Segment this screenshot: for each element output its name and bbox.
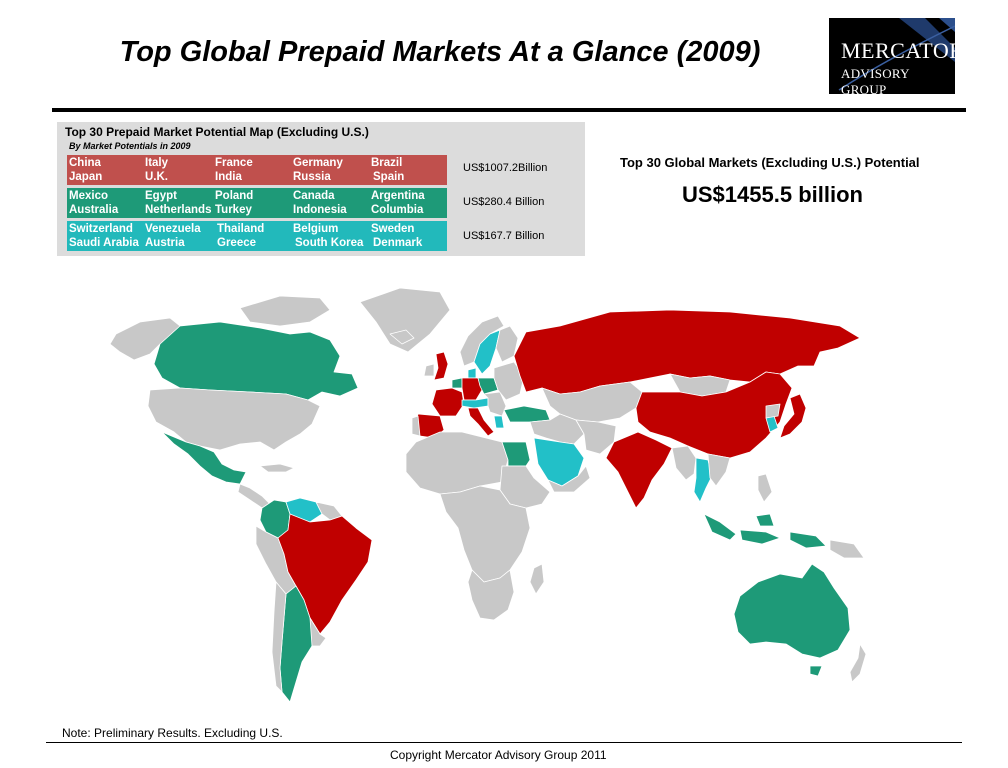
france-region (431, 387, 465, 417)
arctic-islands-region (239, 295, 331, 327)
italy-region (467, 407, 495, 437)
tasmania-region (809, 665, 823, 677)
ireland-region (423, 363, 435, 377)
tier1-country: Japan (69, 171, 103, 183)
tier2-country: Australia (69, 204, 119, 216)
paraguay-region (309, 617, 327, 647)
footer-divider (46, 742, 962, 743)
tier1-country: China (69, 157, 101, 169)
portugal-region (411, 415, 421, 437)
potential-value: US$1455.5 billion (682, 182, 863, 207)
mercator-logo: MERCATOR ADVISORY GROUP (829, 18, 955, 94)
poland-region (477, 377, 499, 395)
logo-swoosh-icon (838, 18, 955, 91)
legend-tier-3: Switzerland Venezuela Thailand Belgium S… (67, 221, 447, 251)
tier1-country: Spain (373, 171, 405, 183)
tier3-country: Thailand (217, 223, 265, 235)
tier2-country: Turkey (215, 204, 252, 216)
uk-region (433, 351, 449, 381)
madagascar-region (529, 563, 545, 595)
tier2-country: Poland (215, 190, 254, 202)
tier2-country: Egypt (145, 190, 177, 202)
logo-line1: MERCATOR (841, 38, 955, 63)
middle-east-region (529, 413, 585, 445)
tier1-country: Brazil (371, 157, 403, 169)
chile-region (271, 581, 287, 693)
tier3-country: South Korea (295, 237, 364, 249)
norway-region (459, 315, 505, 367)
yemen-oman-region (547, 465, 591, 493)
central-africa-region (439, 485, 531, 583)
tier2-amount: US$280.4 Billion (463, 196, 545, 208)
iceland-region (389, 329, 415, 345)
tier1-country: India (215, 171, 242, 183)
tier3-country: Sweden (371, 223, 415, 235)
australia-region (733, 563, 851, 659)
central-america-region (237, 483, 271, 509)
page-title: Top Global Prepaid Markets At a Glance (… (119, 36, 761, 68)
footnote: Note: Preliminary Results. Excluding U.S… (62, 726, 283, 740)
indonesia-region (703, 513, 827, 549)
denmark-region (467, 367, 477, 379)
world-map (109, 287, 867, 703)
legend-tier-1: China Italy France Germany Brazil Japan … (67, 155, 447, 185)
usa-region (147, 387, 321, 451)
tier2-country: Columbia (371, 204, 424, 216)
tier1-country: U.K. (145, 171, 168, 183)
netherlands-belgium-region (451, 377, 463, 389)
greenland-region (359, 287, 451, 353)
tier2-country: Mexico (69, 190, 108, 202)
north-africa-region (405, 431, 509, 495)
legend-subtitle: By Market Potentials in 2009 (69, 141, 191, 151)
legend-panel: Top 30 Prepaid Market Potential Map (Exc… (57, 122, 585, 256)
eastern-europe-region (493, 361, 525, 401)
southern-africa-region (467, 569, 515, 621)
tier1-amount: US$1007.2Billion (463, 162, 548, 174)
china-region (635, 371, 793, 459)
copyright: Copyright Mercator Advisory Group 2011 (390, 748, 607, 762)
tier3-country: Belgium (293, 223, 339, 235)
tier2-country: Argentina (371, 190, 425, 202)
tier2-country: Canada (293, 190, 335, 202)
tier3-country: Austria (145, 237, 185, 249)
tier2-country: Indonesia (293, 204, 347, 216)
philippines-region (757, 473, 773, 503)
logo-line2: ADVISORY GROUP (841, 66, 910, 94)
southeast-asia-region (671, 445, 697, 481)
tier3-country: Venezuela (145, 223, 201, 235)
tier3-country: Greece (217, 237, 257, 249)
caribbean-region (259, 463, 295, 473)
tier2-country: Netherlands (145, 204, 212, 216)
legend-tier-2: Mexico Egypt Poland Canada Argentina Aus… (67, 188, 447, 218)
legend-title: Top 30 Prepaid Market Potential Map (Exc… (65, 125, 369, 139)
greece-region (493, 415, 505, 429)
tier1-country: France (215, 157, 253, 169)
tier1-country: Germany (293, 157, 343, 169)
tier3-country: Saudi Arabia (69, 237, 139, 249)
mexico-region (161, 431, 247, 485)
tier3-country: Denmark (373, 237, 423, 249)
india-region (605, 431, 673, 509)
tier3-country: Switzerland (69, 223, 133, 235)
north-korea-region (765, 403, 781, 419)
potential-label: Top 30 Global Markets (Excluding U.S.) P… (620, 155, 920, 170)
japan-region (779, 393, 807, 439)
tier1-country: Italy (145, 157, 169, 169)
tier3-amount: US$167.7 Billion (463, 230, 545, 242)
vietnam-region (707, 453, 731, 487)
tier1-country: Russia (293, 171, 331, 183)
papua-region (829, 539, 865, 559)
new-zealand-region (849, 643, 867, 683)
title-divider (52, 108, 966, 112)
turkey-region (503, 405, 551, 423)
pakistan-region (575, 419, 617, 455)
